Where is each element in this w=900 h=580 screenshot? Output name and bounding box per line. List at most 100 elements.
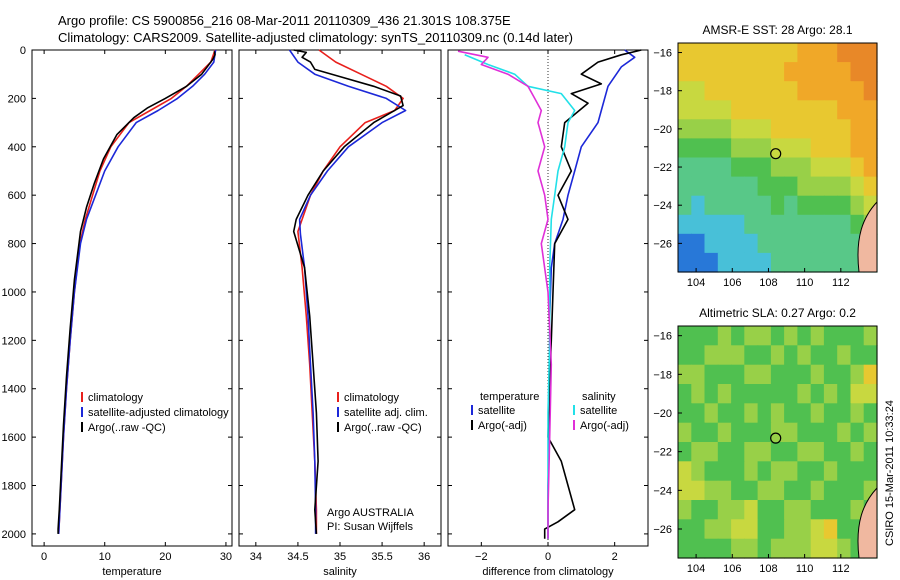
x-tick-label: −2 xyxy=(475,551,488,563)
heatmap-cell xyxy=(837,480,852,501)
heatmap-cell xyxy=(770,157,785,178)
heatmap-cell xyxy=(810,233,825,254)
heatmap-cell xyxy=(823,500,838,520)
heatmap-cell xyxy=(744,461,759,482)
heatmap-cell xyxy=(717,62,732,82)
heatmap-cell xyxy=(691,252,706,273)
heatmap-cell xyxy=(770,422,785,443)
annotation-text: PI: Susan Wijffels xyxy=(327,521,413,533)
heatmap-cell xyxy=(784,176,798,197)
heatmap-cell xyxy=(691,519,706,540)
heatmap-cell xyxy=(770,345,785,366)
x-tick-label: 2 xyxy=(612,551,618,563)
heatmap-cell xyxy=(731,461,745,482)
heatmap-cell xyxy=(770,519,785,540)
heatmap-cell xyxy=(757,480,772,501)
heatmap-cell xyxy=(691,403,706,424)
heatmap-cell xyxy=(850,119,865,139)
legend-header-salinity: salinity xyxy=(582,391,616,403)
heatmap-cell xyxy=(704,519,719,540)
heatmap-cell xyxy=(770,214,785,235)
heatmap-cell xyxy=(837,43,852,63)
heatmap-cell xyxy=(757,519,772,540)
heatmap-cell xyxy=(837,326,852,346)
y-tick-label: −26 xyxy=(653,524,672,536)
heatmap-cell xyxy=(770,43,785,63)
heatmap-cell xyxy=(744,480,759,501)
heatmap-cell xyxy=(717,519,732,540)
heatmap-cell xyxy=(704,100,719,120)
heatmap-cell xyxy=(784,233,798,254)
heatmap-cell xyxy=(823,43,838,63)
heatmap-cell xyxy=(744,176,759,197)
heatmap-cell xyxy=(850,326,865,346)
heatmap-cell xyxy=(797,81,812,101)
heatmap-cell xyxy=(850,100,865,120)
heatmap-cell xyxy=(757,538,772,559)
heatmap-cell xyxy=(863,43,878,63)
heatmap-cell xyxy=(797,442,812,462)
heatmap-cell xyxy=(744,519,759,540)
y-tick-label: 2000 xyxy=(2,529,26,541)
heatmap-cell xyxy=(784,538,798,559)
heatmap-cell xyxy=(691,326,706,346)
x-tick-label: 112 xyxy=(832,277,850,289)
heatmap-cell xyxy=(784,345,798,366)
heatmap-cell xyxy=(784,157,798,178)
heatmap-cell xyxy=(691,500,706,520)
heatmap-cell xyxy=(784,519,798,540)
profile-panel-2: 34 34.5 35 35.5 36 salinity climatology satelli… xyxy=(238,49,442,578)
heatmap-cell xyxy=(717,461,732,482)
legend-label: Argo(..raw -QC) xyxy=(88,422,166,434)
heatmap-cell xyxy=(678,364,692,385)
heatmap-cell xyxy=(717,119,732,139)
heatmap-cell xyxy=(731,364,745,385)
heatmap-cell xyxy=(770,233,785,254)
legend-label: climatology xyxy=(88,392,144,404)
heatmap-cell xyxy=(678,62,692,82)
x-tick-label: 36 xyxy=(418,551,430,563)
heatmap-cell xyxy=(823,252,838,273)
x-tick-label: 106 xyxy=(723,277,741,289)
heatmap-cell xyxy=(744,62,759,82)
heatmap-cell xyxy=(797,138,812,159)
heatmap-cell xyxy=(678,500,692,520)
heatmap-cell xyxy=(744,195,759,216)
heatmap-cell xyxy=(823,62,838,82)
heatmap-cell xyxy=(678,442,692,462)
y-tick-label: −26 xyxy=(653,238,672,250)
heatmap-cell xyxy=(678,519,692,540)
heatmap-cell xyxy=(757,442,772,462)
heatmap-cell xyxy=(837,81,852,101)
profile-panel-3: −2 0 2 difference from climatology temperatu… xyxy=(447,49,649,578)
heatmap-cell xyxy=(704,119,719,139)
heatmap-cell xyxy=(717,480,732,501)
heatmap-cell xyxy=(810,422,825,443)
heatmap-cell xyxy=(757,62,772,82)
heatmap-cell xyxy=(797,480,812,501)
heatmap-cell xyxy=(757,364,772,385)
heatmap-cell xyxy=(837,422,852,443)
map-frame xyxy=(677,42,878,273)
legend-label: satellite-adjusted climatology xyxy=(88,407,229,419)
series-line-argo-raw-qc- xyxy=(57,51,216,534)
heatmap-cell xyxy=(770,442,785,462)
series-line-salinity-argo-adj- xyxy=(457,50,553,539)
heatmap-cell xyxy=(810,384,825,404)
heatmap-cell xyxy=(863,81,878,101)
heatmap-cell xyxy=(678,233,692,254)
heatmap-cell xyxy=(691,195,706,216)
heatmap-cell xyxy=(717,214,732,235)
heatmap-cell xyxy=(744,422,759,443)
heatmap-cell xyxy=(837,519,852,540)
y-tick-label: −24 xyxy=(653,485,672,497)
heatmap-cell xyxy=(797,403,812,424)
heatmap-cell xyxy=(704,157,719,178)
heatmap-cell xyxy=(731,422,745,443)
heatmap-cell xyxy=(704,326,719,346)
heatmap-cell xyxy=(823,176,838,197)
heatmap-cell xyxy=(678,195,692,216)
heatmap-cell xyxy=(757,81,772,101)
heatmap-cell xyxy=(744,119,759,139)
heatmap-cell xyxy=(678,403,692,424)
